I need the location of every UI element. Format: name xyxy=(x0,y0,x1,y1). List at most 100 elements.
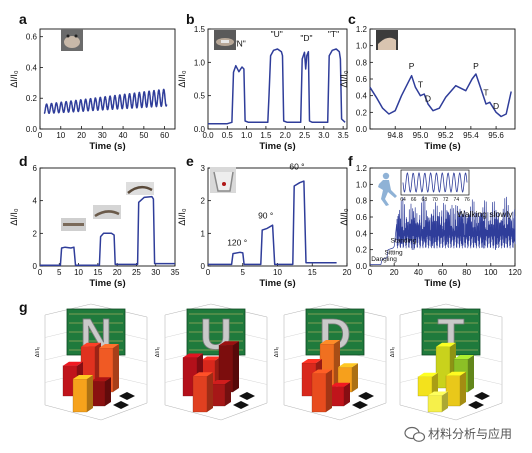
x-tick-label: 60 xyxy=(160,131,169,140)
y-tick-label: 0.2 xyxy=(26,94,38,103)
series-line xyxy=(369,73,512,118)
panel-c-letter: c xyxy=(348,11,356,27)
series-line xyxy=(43,88,168,115)
x-axis-label: Time (s) xyxy=(424,278,460,289)
photo-inset-d-3 xyxy=(126,182,154,195)
plot-frame xyxy=(39,167,176,267)
y-axis-label: ΔI/I₀ xyxy=(177,208,187,226)
annotation-label: 120 ° xyxy=(227,238,247,248)
annotation-label: D xyxy=(493,101,499,111)
bar3d-floor-pad xyxy=(239,392,255,400)
bar3d-bar xyxy=(427,391,448,413)
bar3d-floor-pad xyxy=(358,392,374,400)
bar3d-floor-pad xyxy=(233,401,249,409)
x-tick-label: 95.2 xyxy=(438,131,454,140)
y-tick-label: 0.6 xyxy=(356,213,368,222)
plot-frame xyxy=(207,28,348,130)
annotation-label: Dangling xyxy=(371,256,397,263)
panel-a-letter: a xyxy=(19,11,27,27)
inset-x-tick-label: 76 xyxy=(464,197,470,203)
photo-inset-a xyxy=(61,29,83,51)
panel-g-letter: g xyxy=(19,299,28,315)
bar3d-chart-t: ΔI/I₀ T xyxy=(390,303,503,421)
bar3d-frame-edge xyxy=(399,404,457,421)
y-tick-label: 0.8 xyxy=(356,58,368,67)
x-tick-label: 100 xyxy=(484,268,498,277)
inset-x-tick-label: 72 xyxy=(443,197,449,203)
bar3d-frame-edge xyxy=(44,404,102,421)
bar3d-bar xyxy=(192,372,213,413)
y-tick-label: 0 xyxy=(33,262,38,271)
chart-panel-e: 0 5 10 15 20 0 1 2 3 Time (s) ΔI/I₀ 120 ° 90 ° 60 ° xyxy=(177,162,352,289)
y-tick-label: 1.0 xyxy=(356,42,368,51)
x-tick-label: 20 xyxy=(113,268,122,277)
x-tick-label: 35 xyxy=(171,268,180,277)
bar3d-bar xyxy=(210,380,231,407)
y-tick-label: 0.0 xyxy=(356,125,368,134)
bar3d-frame-edge xyxy=(220,402,268,421)
x-axis-label: Time (s) xyxy=(89,278,125,289)
y-tick-label: 0.4 xyxy=(356,92,368,101)
x-tick-label: 95.4 xyxy=(463,131,479,140)
x-tick-label: 25 xyxy=(132,268,141,277)
y-axis-label: ΔI/I₀ xyxy=(339,70,349,88)
wechat-logo-icon xyxy=(404,426,426,442)
running-person-icon xyxy=(378,172,397,206)
chart-panel-c: 94.8 95.0 95.2 95.4 95.6 0.0 0.2 0.4 0.6 0.8 1.0 1.… xyxy=(339,25,516,152)
annotation-label: 60 ° xyxy=(289,162,304,172)
series-line xyxy=(208,180,337,266)
y-tick-label: 0.5 xyxy=(194,92,206,101)
annotation-label: P xyxy=(409,61,415,71)
x-tick-label: 2.0 xyxy=(280,131,292,140)
annotation-label: Walking slowly xyxy=(457,209,513,219)
annotation-label: T xyxy=(418,79,423,89)
bar3d-chart-n: ΔI/I₀ N xyxy=(35,303,148,421)
x-tick-label: 0 xyxy=(206,268,211,277)
inset-x-tick-label: 64 xyxy=(400,197,406,203)
x-tick-label: 10 xyxy=(273,268,282,277)
bar3d-bar xyxy=(90,377,111,407)
y-tick-label: 2 xyxy=(201,197,206,206)
y-tick-label: 0.0 xyxy=(26,125,38,134)
bar3d-z-axis-label: ΔI/I₀ xyxy=(155,347,161,358)
x-tick-label: 80 xyxy=(462,268,471,277)
x-tick-label: 120 xyxy=(508,268,522,277)
series-line xyxy=(208,48,346,125)
x-tick-label: 40 xyxy=(414,268,423,277)
x-tick-label: 3.0 xyxy=(318,131,330,140)
y-tick-label: 0.0 xyxy=(194,125,206,134)
x-tick-label: 15 xyxy=(93,268,102,277)
y-tick-label: 1 xyxy=(201,229,206,238)
panel-e-letter: e xyxy=(186,153,194,169)
x-tick-label: 0 xyxy=(38,131,43,140)
panel-f-letter: f xyxy=(348,153,353,169)
bar3d-floor-pad xyxy=(468,401,484,409)
y-tick-label: 6 xyxy=(33,164,38,173)
x-axis-label: Time (s) xyxy=(424,141,460,152)
inset-series-line xyxy=(402,172,468,193)
y-tick-label: 0.6 xyxy=(26,33,38,42)
x-axis-label: Time (s) xyxy=(259,278,295,289)
x-tick-label: 1.5 xyxy=(260,131,272,140)
y-tick-label: 2 xyxy=(33,229,38,238)
y-axis-label: ΔI/I₀ xyxy=(9,208,19,226)
y-axis-label: ΔI/I₀ xyxy=(339,208,349,226)
y-tick-label: 1.5 xyxy=(194,25,206,34)
x-tick-label: 10 xyxy=(56,131,65,140)
bar3d-bar xyxy=(445,371,466,407)
x-tick-label: 40 xyxy=(119,131,128,140)
panel-f-inset-chart: 64 66 68 70 72 74 76 xyxy=(400,169,470,203)
y-tick-label: 0.8 xyxy=(356,197,368,206)
x-axis-label: Time (s) xyxy=(259,141,295,152)
photo-inset-d-1 xyxy=(61,218,86,231)
y-tick-label: 1.0 xyxy=(194,58,206,67)
bar3d-floor-pad xyxy=(474,392,490,400)
bar3d-frame-edge xyxy=(164,404,222,421)
annotation-label: "T" xyxy=(328,29,339,39)
chart-panel-a: 0 10 20 30 40 50 60 0.0 0.2 0.4 0.6 Time (s) ΔI/I₀ xyxy=(9,28,176,152)
x-tick-label: 0 xyxy=(38,268,43,277)
bar3d-floor-pad xyxy=(119,392,135,400)
inset-x-tick-label: 68 xyxy=(422,197,428,203)
chart-panel-f: 0 20 40 60 80 100 120 0.0 0.2 0.4 0.6 0.8 1.0 1.2 Time… xyxy=(339,164,522,289)
